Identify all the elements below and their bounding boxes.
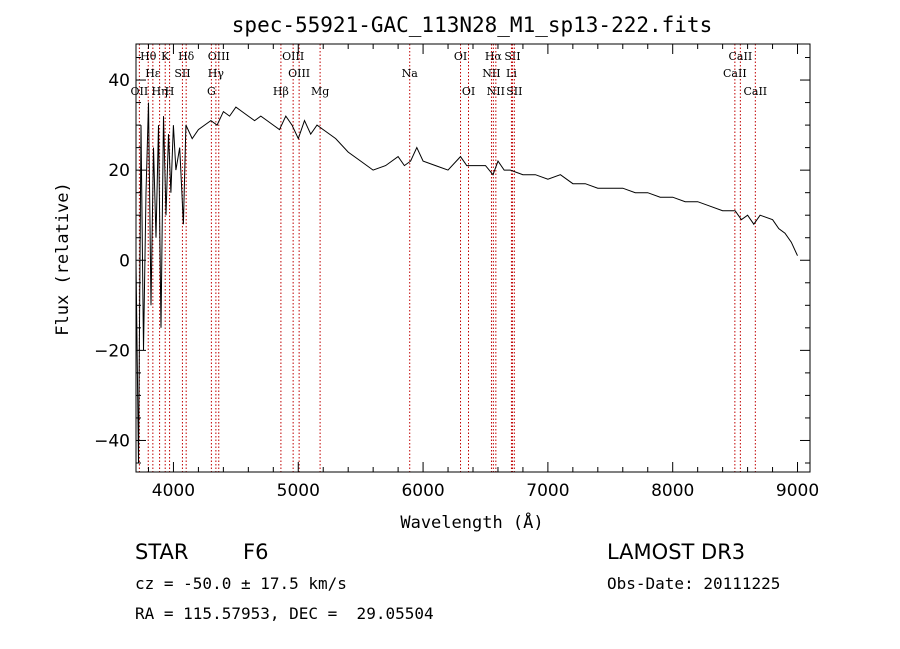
x-tick-label: 6000 [401,481,444,501]
spectral-line-label: Hθ [140,50,157,63]
spectral-line-label: SII [504,50,520,63]
x-tick-label: 8000 [651,481,694,501]
x-tick-label: 5000 [277,481,320,501]
object-class: STAR [135,540,189,564]
spectral-line-label: OIII [208,50,230,63]
spectral-line-label: CaII [723,67,747,80]
spectral-line-label: OIII [288,67,310,80]
spectral-line-label: K [161,50,170,63]
spectral-line-label: SII [174,67,190,80]
spectral-line-label: Li [506,67,517,80]
redshift-cz: cz = -50.0 ± 17.5 km/s [135,574,347,593]
spectral-line-label: Hβ [273,85,289,98]
spectral-line-label: NII [487,85,505,98]
spectral-line-label: Hη [151,85,167,98]
chart-title: spec-55921-GAC_113N28_M1_sp13-222.fits [232,13,712,37]
object-subclass: F6 [243,540,269,564]
spectral-line-label: Hε [145,67,161,80]
spectral-line-label: Hδ [178,50,195,63]
x-tick-label: 7000 [526,481,569,501]
coordinates: RA = 115.57953, DEC = 29.05504 [135,604,434,623]
spectral-line-label: OIII [282,50,304,63]
spectral-line-label: Hα [485,50,503,63]
y-tick-label: 20 [108,161,130,181]
y-tick-label: 0 [119,251,130,271]
obs-date: Obs-Date: 20111225 [607,574,781,593]
y-tick-label: 40 [108,71,130,91]
spectral-line-label: G [207,85,216,98]
y-tick-label: −40 [94,431,130,451]
x-axis-label: Wavelength (Å) [400,511,543,533]
spectral-line-label: Hγ [208,67,225,80]
spectrum-chart: spec-55921-GAC_113N28_M1_sp13-222.fits H… [53,13,819,533]
spectral-line-label: OI [454,50,467,63]
x-tick-label: 9000 [776,481,819,501]
spectral-line-label: Na [402,67,419,80]
spectral-line-label: NII [482,67,500,80]
spectral-line-label: OI [462,85,475,98]
spectral-line-label: SII [506,85,522,98]
survey-label: LAMOST DR3 [607,540,746,564]
spectrum-line [135,102,798,464]
y-tick-label: −20 [94,341,130,361]
spectral-line-label: OII [131,85,149,98]
spectral-line-label: CaII [729,50,753,63]
x-tick-label: 4000 [152,481,195,501]
spectral-line-label: CaII [743,85,767,98]
y-axis-label: Flux (relative) [53,182,73,336]
spectral-line-label: Mg [311,85,329,98]
spectral-line-label: H [165,85,175,98]
